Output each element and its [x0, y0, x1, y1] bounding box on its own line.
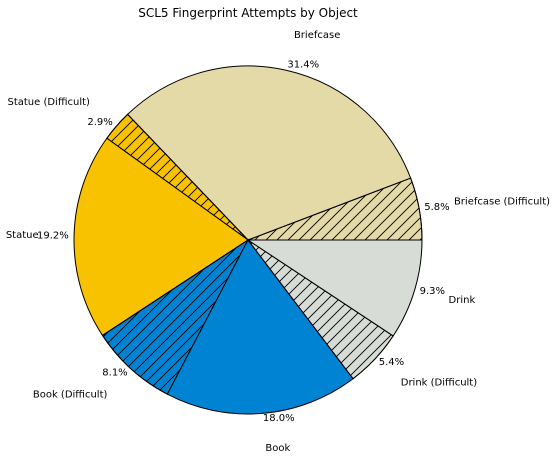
- slice-label-book-difficult: Book (Difficult): [33, 390, 108, 401]
- slice-pct-label-drink-difficult: 5.4%: [379, 357, 404, 368]
- pie-slice-statue: [73, 137, 249, 337]
- slice-pct-label-book: 18.0%: [263, 413, 295, 424]
- chart-title: SCL5 Fingerprint Attempts by Object: [138, 6, 358, 20]
- slice-label-book: Book: [265, 443, 290, 454]
- slice-pct-label-statue: 19.2%: [37, 231, 69, 242]
- slice-pct-label-briefcase: 31.4%: [287, 60, 319, 71]
- pie-slice-briefcase: [126, 65, 412, 241]
- slice-label-briefcase: Briefcase: [294, 30, 340, 41]
- slice-label-statue-difficult: Statue (Difficult): [7, 97, 90, 108]
- pie-labels: Briefcase (Difficult) 5.8% Briefcase 31.4% S…: [6, 30, 550, 454]
- pie-slice-drink: [246, 239, 423, 337]
- slice-label-drink: Drink: [449, 295, 476, 306]
- pie-slice-hatch-book-difficult: [101, 238, 250, 395]
- slice-pct-label-book-difficult: 8.1%: [102, 367, 127, 378]
- slice-label-drink-difficult: Drink (Difficult): [401, 378, 477, 389]
- slice-pct-label-briefcase-difficult: 5.8%: [424, 202, 449, 213]
- slice-label-briefcase-difficult: Briefcase (Difficult): [454, 197, 550, 208]
- pie-slice-book: [166, 239, 354, 415]
- pie-slices: [73, 65, 423, 415]
- slice-pct-label-statue-difficult: 2.9%: [87, 117, 112, 128]
- slice-label-statue: Statue: [6, 230, 39, 241]
- slice-pct-label-drink: 9.3%: [420, 286, 445, 297]
